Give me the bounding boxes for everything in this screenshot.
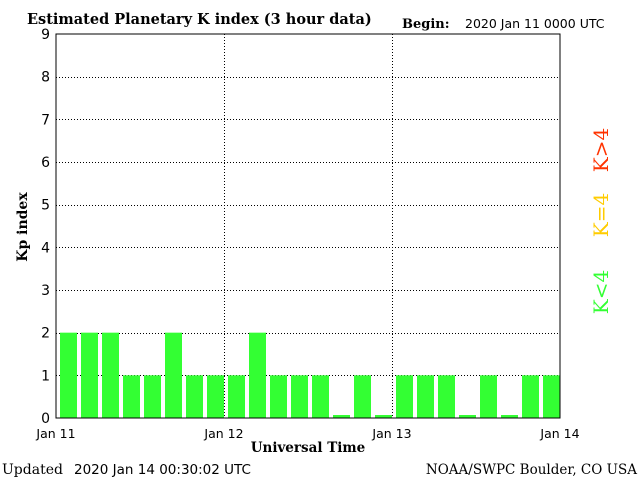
y-tick-label: 5 xyxy=(41,198,50,214)
chart-title: Estimated Planetary K index (3 hour data… xyxy=(27,11,372,28)
kp-bar xyxy=(60,332,77,418)
kp-bar xyxy=(228,375,245,418)
kp-bar xyxy=(438,375,455,418)
kp-bar xyxy=(375,415,392,418)
kp-bar xyxy=(165,332,182,418)
y-tick-label: 7 xyxy=(41,112,50,128)
x-tick-label: Jan 14 xyxy=(539,426,579,441)
updated-label: Updated xyxy=(2,462,63,478)
x-tick-label: Jan 12 xyxy=(203,426,243,441)
plot-frame xyxy=(55,33,561,419)
y-tick-label: 9 xyxy=(41,27,50,43)
x-tick-label: Jan 11 xyxy=(35,426,75,441)
kp-bar xyxy=(543,375,560,418)
kp-bar xyxy=(144,375,161,418)
credit-text: NOAA/SWPC Boulder, CO USA xyxy=(426,462,637,478)
y-tick-labels: 0 1 2 3 4 5 6 7 8 9 xyxy=(41,27,50,427)
legend-k-equal-4: K=4 xyxy=(589,193,613,237)
y-tick-label: 8 xyxy=(41,70,50,86)
kp-bar xyxy=(270,375,287,418)
kp-bar xyxy=(480,375,497,418)
kp-bar xyxy=(396,375,413,418)
x-tick-labels: Jan 11 Jan 12 Jan 13 Jan 14 xyxy=(35,426,579,441)
kp-bar xyxy=(501,415,518,418)
y-tick-label: 6 xyxy=(41,155,50,171)
y-tick-label: 2 xyxy=(41,326,50,342)
grid-lines xyxy=(56,34,560,418)
kp-bar xyxy=(522,375,539,418)
kp-bar xyxy=(81,332,98,418)
legend-k-greater-4: K>4 xyxy=(589,128,613,172)
kp-bar xyxy=(333,415,350,418)
bar-series xyxy=(60,332,560,418)
begin-value: 2020 Jan 11 0000 UTC xyxy=(465,16,605,31)
y-tick-label: 1 xyxy=(41,368,50,384)
x-tick-label: Jan 13 xyxy=(371,426,411,441)
kp-bar xyxy=(123,375,140,418)
kp-bar xyxy=(249,332,266,418)
kp-bar xyxy=(417,375,434,418)
kp-bar xyxy=(186,375,203,418)
y-axis-label: Kp index xyxy=(15,192,31,262)
kp-bar xyxy=(459,415,476,418)
kp-bar xyxy=(207,375,224,418)
begin-label: Begin: xyxy=(402,17,450,32)
kp-bar xyxy=(102,332,119,418)
updated-value: 2020 Jan 14 00:30:02 UTC xyxy=(74,462,251,478)
legend-k-less-4: K<4 xyxy=(589,270,613,314)
kp-bar xyxy=(312,375,329,418)
y-tick-label: 0 xyxy=(41,411,50,427)
x-axis-label: Universal Time xyxy=(251,440,366,456)
y-tick-label: 3 xyxy=(41,283,50,299)
kp-bar xyxy=(291,375,308,418)
kp-bar xyxy=(354,375,371,418)
y-tick-label: 4 xyxy=(41,240,50,256)
